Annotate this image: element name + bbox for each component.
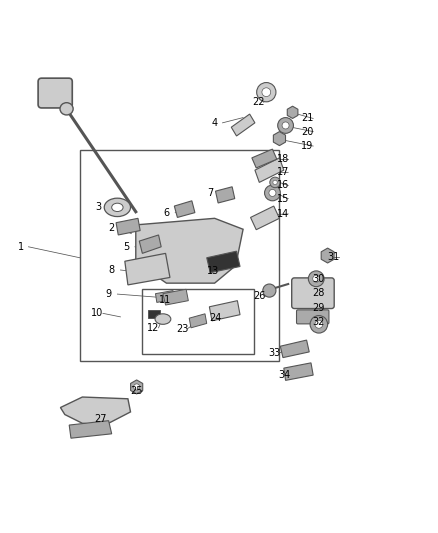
Text: 10: 10 bbox=[91, 309, 103, 318]
Text: 33: 33 bbox=[268, 348, 280, 358]
Circle shape bbox=[313, 275, 320, 282]
Bar bbox=[148, 310, 160, 318]
Text: 13: 13 bbox=[207, 266, 219, 276]
Polygon shape bbox=[60, 397, 131, 425]
Polygon shape bbox=[131, 380, 143, 394]
Text: 22: 22 bbox=[252, 97, 265, 107]
Text: 18: 18 bbox=[277, 154, 289, 164]
Text: 8: 8 bbox=[109, 265, 115, 275]
FancyBboxPatch shape bbox=[297, 310, 329, 324]
Polygon shape bbox=[189, 314, 207, 328]
Circle shape bbox=[262, 88, 271, 96]
Polygon shape bbox=[125, 253, 170, 285]
Polygon shape bbox=[155, 290, 174, 302]
Circle shape bbox=[263, 284, 276, 297]
Polygon shape bbox=[251, 206, 279, 230]
Ellipse shape bbox=[112, 203, 123, 212]
Polygon shape bbox=[284, 363, 313, 381]
Ellipse shape bbox=[155, 314, 171, 324]
Text: 6: 6 bbox=[163, 208, 170, 217]
Polygon shape bbox=[116, 219, 140, 235]
Polygon shape bbox=[136, 219, 243, 283]
Bar bbox=[142, 289, 254, 354]
Circle shape bbox=[310, 316, 328, 333]
Polygon shape bbox=[209, 301, 240, 321]
Circle shape bbox=[270, 177, 280, 188]
Text: 28: 28 bbox=[312, 288, 324, 298]
Polygon shape bbox=[287, 106, 298, 118]
Text: 30: 30 bbox=[312, 274, 324, 284]
Text: 32: 32 bbox=[312, 317, 324, 327]
Ellipse shape bbox=[104, 198, 131, 216]
Polygon shape bbox=[273, 132, 286, 146]
Text: 34: 34 bbox=[278, 370, 290, 379]
FancyBboxPatch shape bbox=[292, 278, 334, 309]
Text: 25: 25 bbox=[131, 386, 143, 397]
Text: 24: 24 bbox=[209, 313, 221, 323]
Text: 7: 7 bbox=[207, 188, 213, 198]
Polygon shape bbox=[139, 235, 161, 253]
Circle shape bbox=[257, 83, 276, 102]
Polygon shape bbox=[252, 149, 277, 168]
Text: 21: 21 bbox=[301, 114, 314, 124]
Circle shape bbox=[315, 320, 323, 328]
Circle shape bbox=[273, 180, 277, 184]
Text: 27: 27 bbox=[94, 414, 107, 424]
Bar bbox=[80, 150, 279, 361]
Polygon shape bbox=[69, 421, 112, 438]
Circle shape bbox=[282, 122, 289, 129]
Text: 20: 20 bbox=[301, 127, 314, 136]
Polygon shape bbox=[163, 289, 188, 305]
Polygon shape bbox=[280, 340, 309, 358]
Text: 12: 12 bbox=[147, 323, 159, 333]
FancyBboxPatch shape bbox=[38, 78, 72, 108]
Text: 15: 15 bbox=[277, 193, 289, 204]
Text: 19: 19 bbox=[301, 141, 314, 151]
Text: 1: 1 bbox=[18, 242, 24, 252]
Polygon shape bbox=[174, 201, 195, 217]
Circle shape bbox=[308, 271, 324, 287]
Text: 2: 2 bbox=[109, 223, 115, 233]
Polygon shape bbox=[231, 114, 255, 136]
Text: 9: 9 bbox=[105, 289, 111, 299]
Text: 31: 31 bbox=[328, 252, 340, 262]
Text: 5: 5 bbox=[124, 242, 130, 252]
Polygon shape bbox=[321, 248, 334, 263]
Text: 3: 3 bbox=[95, 203, 102, 212]
Circle shape bbox=[278, 118, 293, 133]
Ellipse shape bbox=[60, 103, 73, 115]
Text: 17: 17 bbox=[277, 167, 289, 177]
Text: 23: 23 bbox=[176, 324, 188, 334]
Polygon shape bbox=[215, 187, 235, 203]
Circle shape bbox=[134, 384, 140, 390]
Text: 29: 29 bbox=[312, 303, 324, 313]
Text: 4: 4 bbox=[211, 118, 217, 128]
Text: 26: 26 bbox=[253, 291, 265, 301]
Text: 11: 11 bbox=[159, 295, 171, 305]
Polygon shape bbox=[255, 158, 284, 182]
Circle shape bbox=[269, 189, 276, 197]
Circle shape bbox=[265, 185, 280, 201]
Polygon shape bbox=[207, 251, 240, 273]
Text: 14: 14 bbox=[277, 209, 289, 219]
Text: 16: 16 bbox=[277, 181, 289, 190]
